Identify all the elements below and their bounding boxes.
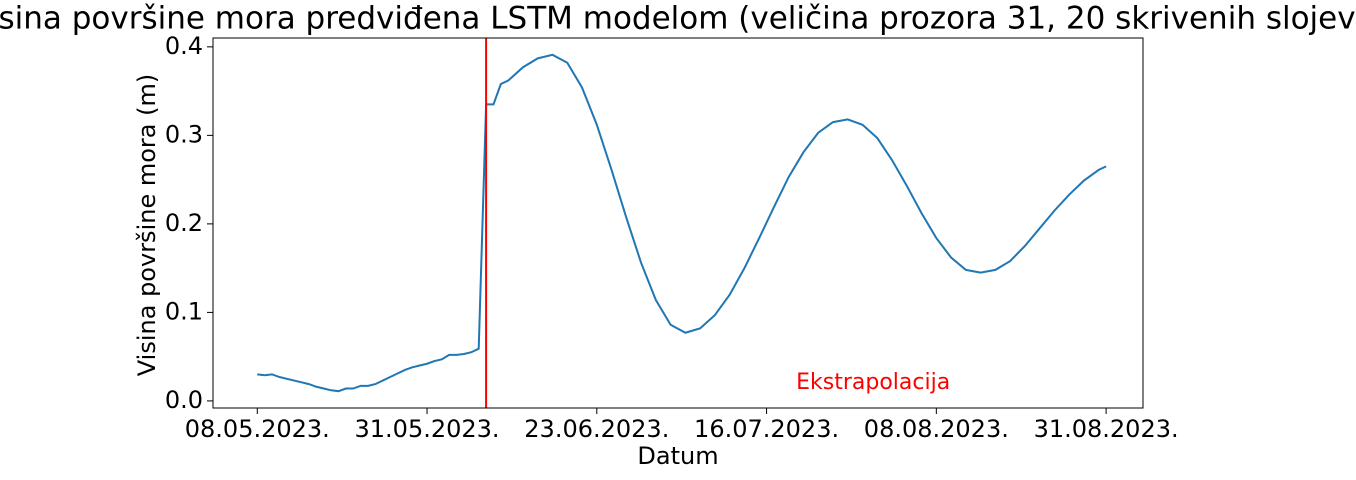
- annotation: Ekstrapolacija: [796, 370, 950, 395]
- x-tick-label: 08.08.2023.: [864, 415, 1009, 443]
- y-tick-label: 0.2: [165, 209, 203, 237]
- x-tick-label: 31.05.2023.: [355, 415, 500, 443]
- y-tick-label: 0.0: [165, 386, 203, 414]
- x-tick-label: 23.06.2023.: [524, 415, 669, 443]
- data-line: [257, 53, 1107, 393]
- y-axis-label: Visina površine mora (m): [133, 74, 161, 376]
- x-tick-label: 31.08.2023.: [1034, 415, 1179, 443]
- plot-frame: [212, 37, 1144, 409]
- x-axis-label: Datum: [637, 442, 718, 470]
- x-tick-label: 16.07.2023.: [694, 415, 839, 443]
- y-tick-label: 0.1: [165, 297, 203, 325]
- y-tick-label: 0.3: [165, 120, 203, 148]
- x-tick-label: 08.05.2023.: [185, 415, 330, 443]
- chart-title: Visina površine mora predviđena LSTM mod…: [0, 1, 1356, 37]
- y-tick-label: 0.4: [165, 32, 203, 60]
